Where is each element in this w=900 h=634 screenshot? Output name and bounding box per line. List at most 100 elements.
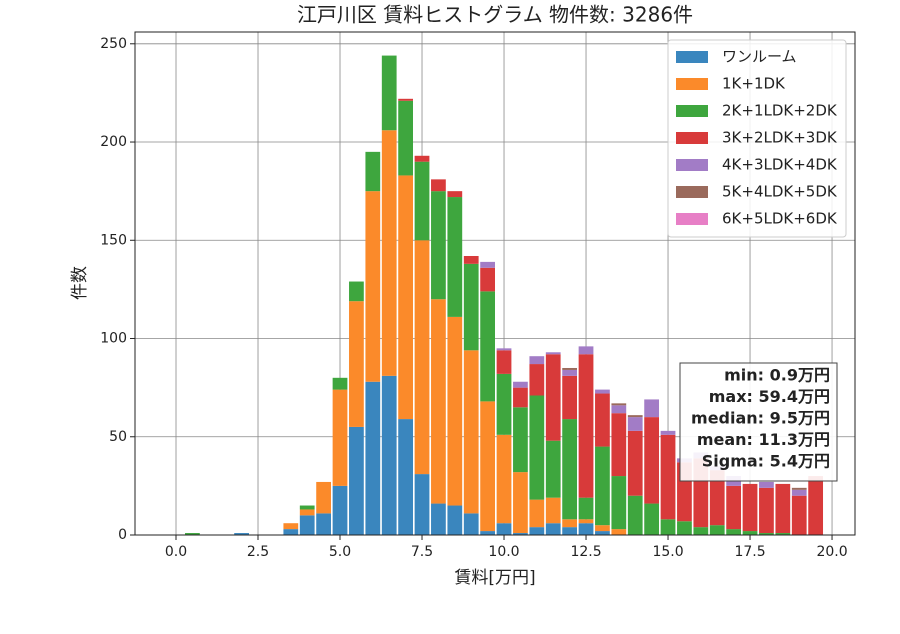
bar [644,417,660,504]
bar [562,375,578,420]
bar [759,487,774,534]
bar [480,267,495,292]
bar [529,364,545,396]
stats-text: min: 0.9万円 [724,366,830,385]
bar [545,440,561,498]
bar [611,529,627,535]
bar [578,523,594,535]
bar [562,527,578,535]
bar [398,100,413,176]
bar [349,281,364,302]
stats-text: mean: 11.3万円 [697,430,830,449]
bar [726,485,742,530]
bar [775,533,791,535]
legend-label: 1K+1DK [722,75,786,93]
legend-box [667,39,847,238]
y-tick-label: 200 [100,134,127,150]
bar [709,470,725,526]
bar [234,533,249,535]
bar [283,523,299,530]
bar [185,533,200,535]
stats-text: Sigma: 5.4万円 [702,452,830,471]
bar [808,476,824,535]
bar [299,515,315,535]
bar [562,367,578,370]
x-tick-label: 5.0 [329,544,351,560]
legend-label: 6K+5LDK+6DK [722,210,838,228]
bar [513,387,528,408]
bar [611,405,627,414]
bar [611,413,627,477]
bar [791,495,807,535]
bar [496,348,512,351]
bar [709,525,725,535]
bar [627,495,643,535]
bar [791,489,807,496]
bar [513,472,528,534]
legend-swatch [676,105,708,117]
bar [545,354,561,441]
bar [381,130,397,376]
bar [660,519,676,535]
stats-box: min: 0.9万円 max: 59.4万円 median: 9.5万円 mean: … [679,362,838,482]
bar [447,316,463,506]
bar [742,531,758,535]
bar [463,263,479,351]
bar [349,426,364,535]
bar [316,513,331,535]
bar [529,395,545,500]
bar [791,487,807,490]
x-tick-label: 10.0 [488,544,519,560]
x-tick-label: 12.5 [570,544,601,560]
bar [447,505,463,535]
legend-label: ワンルーム [722,48,797,66]
bar [414,161,430,241]
bar [398,98,413,101]
legend-label: 2K+1LDK+2DK [722,102,838,120]
legend-swatch [676,51,708,63]
bar [431,179,446,192]
bar [496,523,512,535]
x-tick-label: 17.5 [734,544,765,560]
bar [578,497,594,520]
bar [545,352,561,355]
bar [480,291,495,402]
bar [660,434,676,520]
y-tick-label: 100 [100,331,127,347]
y-tick-label: 150 [100,232,127,248]
bar [299,509,315,516]
legend-swatch [676,186,708,198]
bar [463,513,479,535]
bar [463,255,479,264]
legend: ワンルーム 1K+1DK 2K+1LDK+2DK 3K+2LDK+3DK 4K+3LDK… [667,39,847,238]
bar [775,483,791,534]
bar [578,346,594,355]
bar [595,446,610,526]
bar [414,155,430,162]
legend-label: 4K+3LDK+4DK [722,156,838,174]
x-tick-label: 20.0 [816,544,847,560]
bar [513,381,528,388]
x-tick-label: 7.5 [411,544,433,560]
bar [398,419,413,535]
bar [627,430,643,496]
legend-swatch [676,159,708,171]
x-axis-label: 賃料[万円] [454,568,535,588]
bar [332,377,348,390]
bar [529,356,545,365]
bar [562,369,578,376]
bar [431,503,446,535]
bar [496,434,512,524]
bar [496,373,512,435]
bar [611,403,627,406]
bar [513,407,528,473]
bar [562,419,578,520]
y-axis-label: 件数 [70,266,90,300]
x-tick-label: 0.0 [165,544,187,560]
legend-swatch [676,132,708,144]
chart-title: 江戸川区 賃料ヒストグラム 物件数: 3286件 [297,3,693,27]
bar [431,299,446,504]
bar [480,261,495,268]
